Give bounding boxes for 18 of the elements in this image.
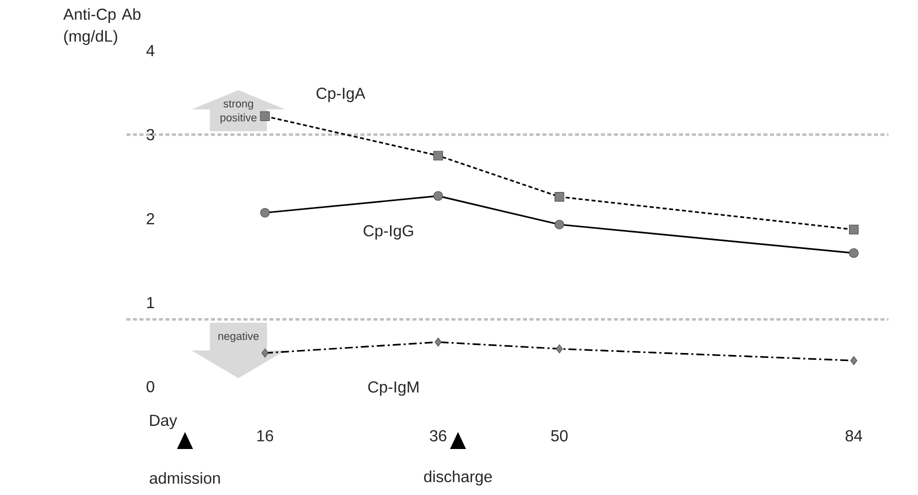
series-label: Cp-IgG: [364, 225, 414, 240]
ref-line-label: strong positive: [220, 100, 257, 124]
y-tick-label: 1: [147, 297, 154, 308]
ref-line-label: negative: [218, 332, 259, 342]
x-axis-title: Day: [150, 414, 178, 430]
x-tick-label: 84: [846, 430, 862, 442]
text: Cp-IgM: [368, 381, 418, 396]
text: admission: [150, 472, 220, 484]
y-tick-label: 4: [146, 45, 154, 56]
x-tick-label: 50: [551, 430, 568, 442]
series-label: Cp-IgA: [316, 88, 366, 102]
y-tick-label: 3: [146, 128, 154, 140]
y-tick-label: 0: [146, 380, 154, 392]
x-tick-label: 16: [257, 430, 274, 442]
y-axis-title: Anti-Cp Ab (mg/dL): [63, 8, 140, 45]
y-tick-label: 2: [146, 213, 154, 224]
x-tick-label: 36: [430, 430, 446, 442]
text: discharge: [424, 470, 492, 486]
